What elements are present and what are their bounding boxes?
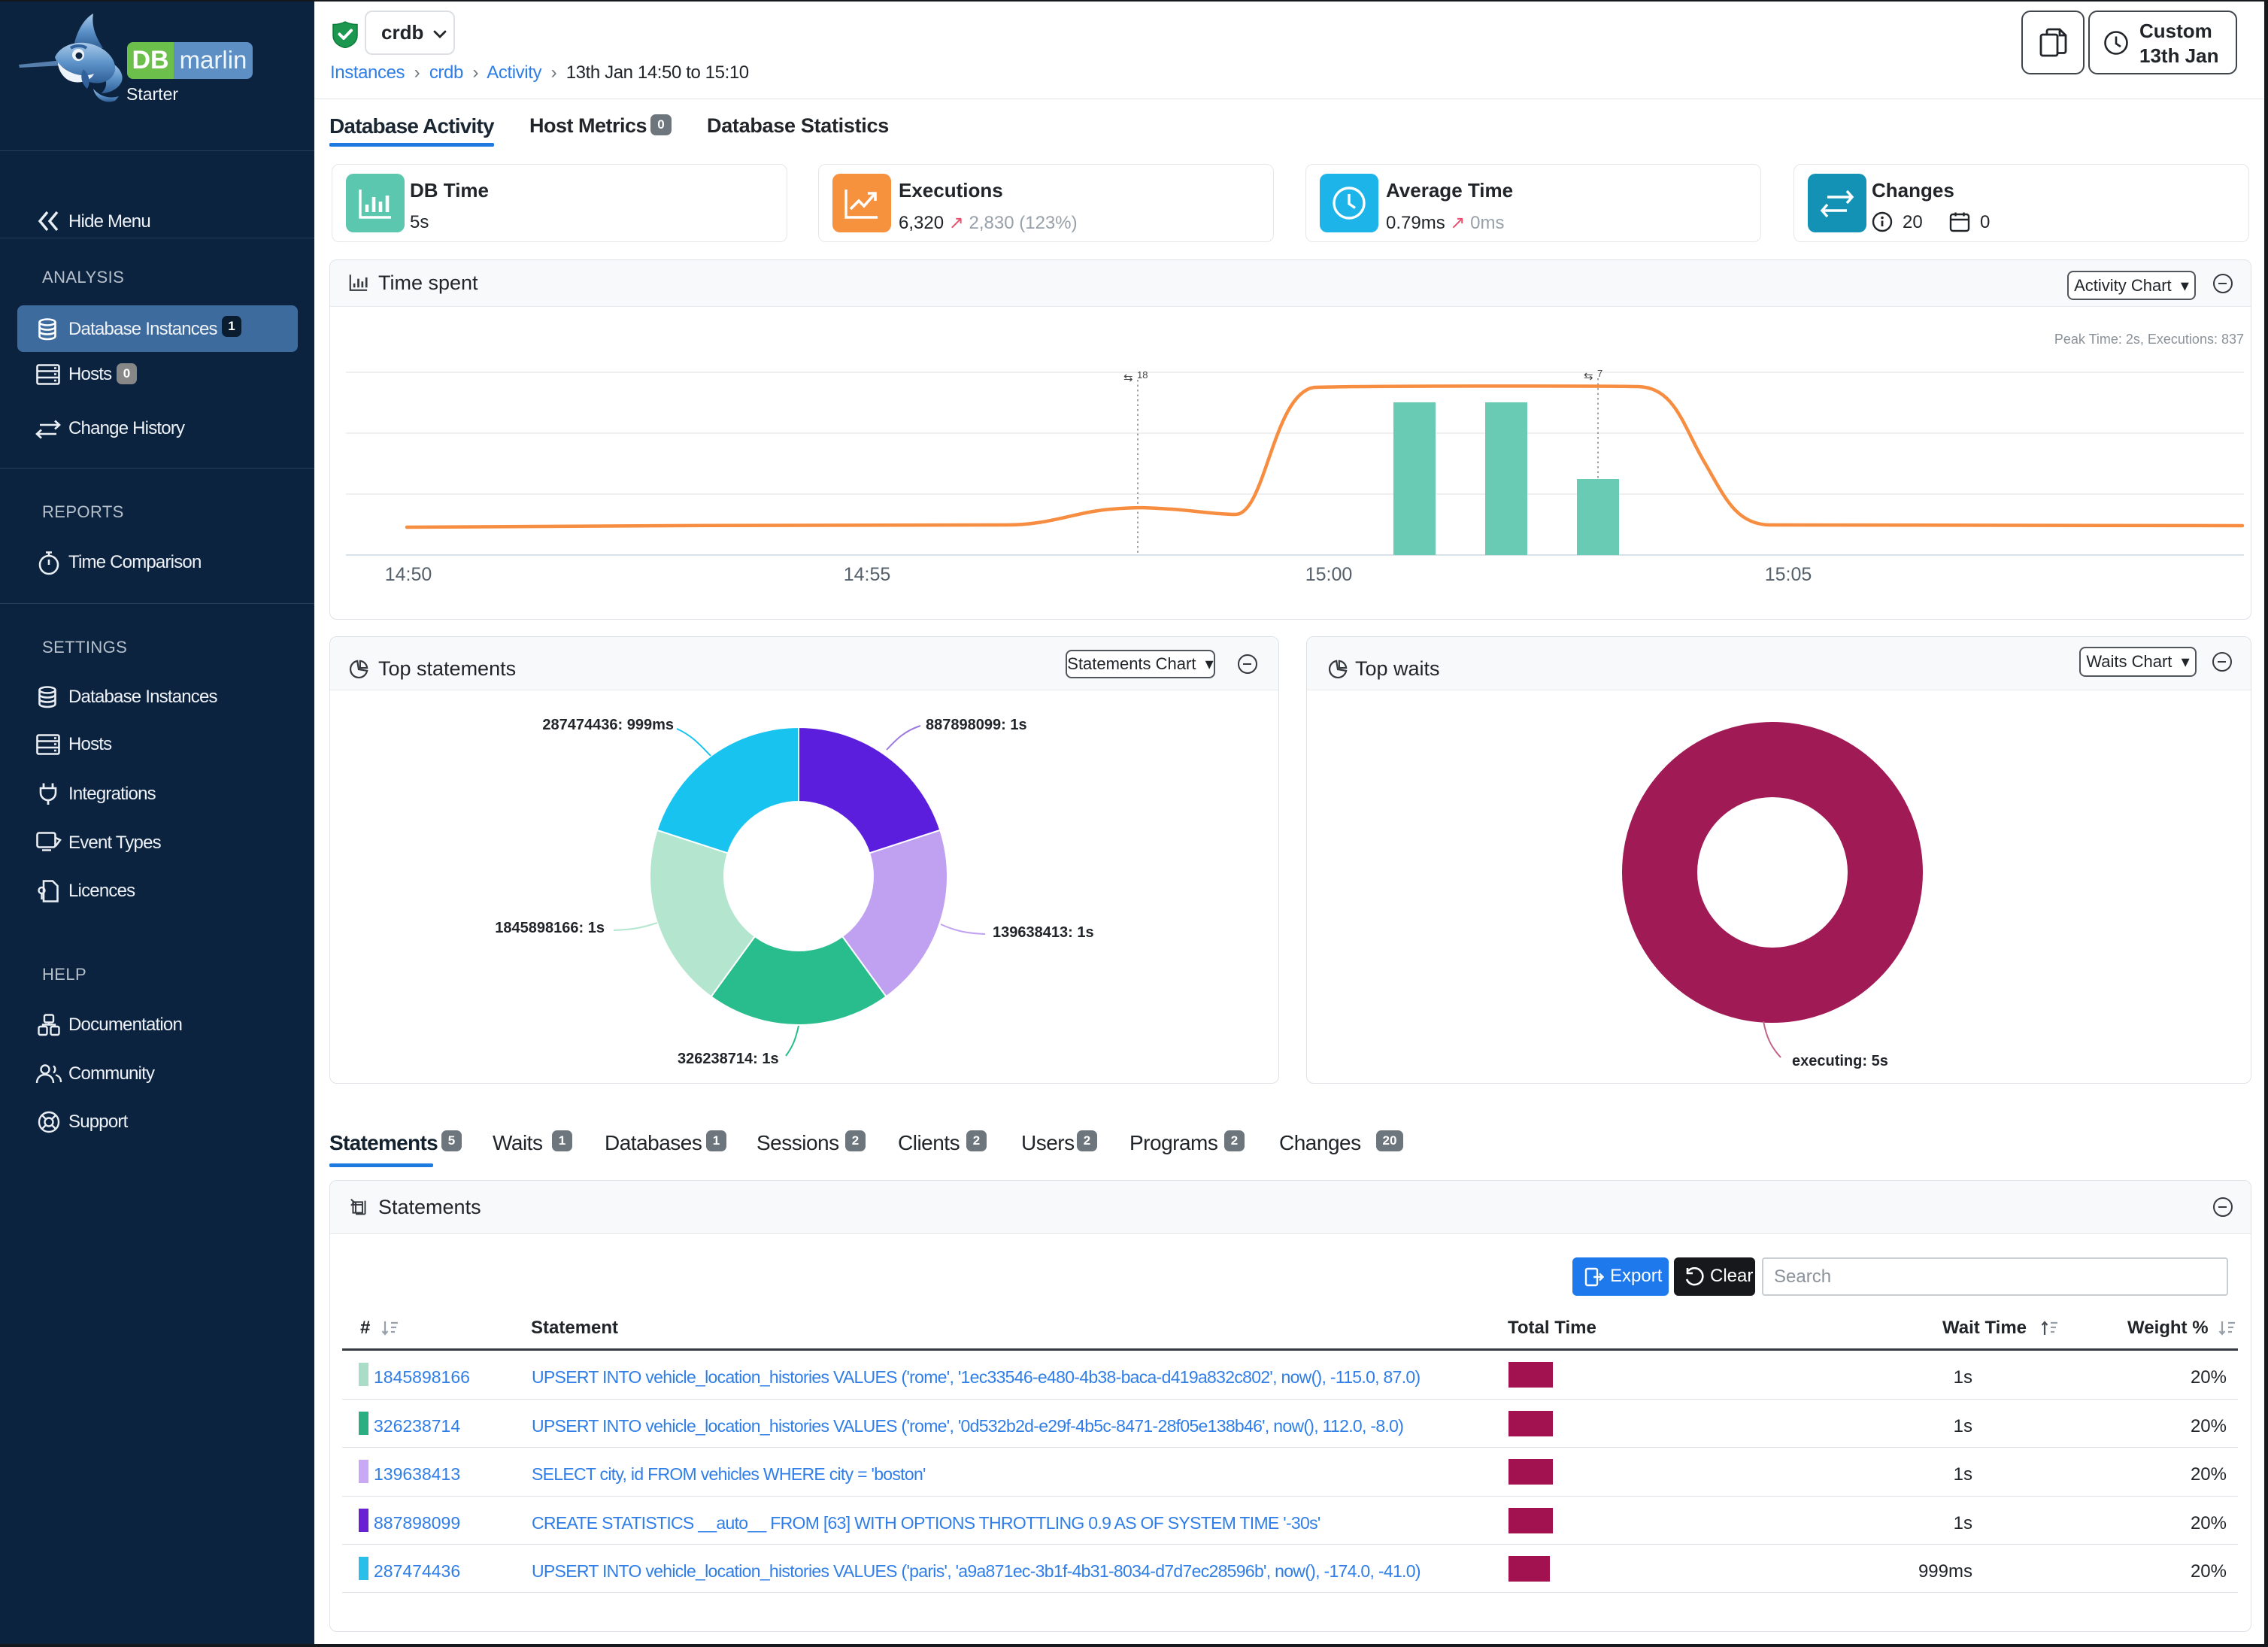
svg-text:287474436: 999ms: 287474436: 999ms: [542, 717, 674, 733]
svg-text:⇆: ⇆: [1123, 372, 1133, 384]
svg-text:⇆: ⇆: [1584, 370, 1593, 383]
svg-text:7: 7: [1597, 368, 1602, 379]
svg-text:15:00: 15:00: [1305, 564, 1353, 585]
svg-text:Peak Time: 2s, Executions: 837: Peak Time: 2s, Executions: 837: [2054, 332, 2244, 347]
svg-text:executing: 5s: executing: 5s: [1792, 1053, 1888, 1069]
svg-text:887898099: 1s: 887898099: 1s: [926, 717, 1027, 733]
svg-text:139638413: 1s: 139638413: 1s: [993, 924, 1094, 941]
svg-text:14:55: 14:55: [844, 564, 891, 585]
svg-text:15:05: 15:05: [1765, 564, 1812, 585]
svg-text:14:50: 14:50: [385, 564, 432, 585]
svg-text:1845898166: 1s: 1845898166: 1s: [495, 920, 605, 936]
svg-text:18: 18: [1137, 369, 1148, 381]
svg-text:326238714: 1s: 326238714: 1s: [678, 1051, 779, 1067]
